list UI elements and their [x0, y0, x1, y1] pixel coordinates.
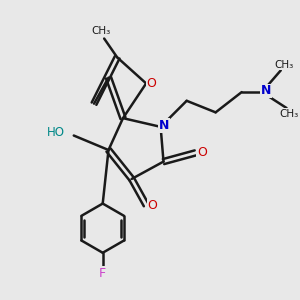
Text: N: N — [261, 84, 272, 97]
Text: HO: HO — [46, 126, 64, 139]
Text: F: F — [99, 266, 106, 280]
Text: CH₃: CH₃ — [280, 109, 299, 119]
Text: O: O — [197, 146, 207, 159]
Text: CH₃: CH₃ — [274, 60, 293, 70]
Text: O: O — [148, 199, 158, 212]
Text: CH₃: CH₃ — [92, 26, 111, 36]
Text: N: N — [159, 119, 169, 132]
Text: O: O — [146, 77, 156, 90]
